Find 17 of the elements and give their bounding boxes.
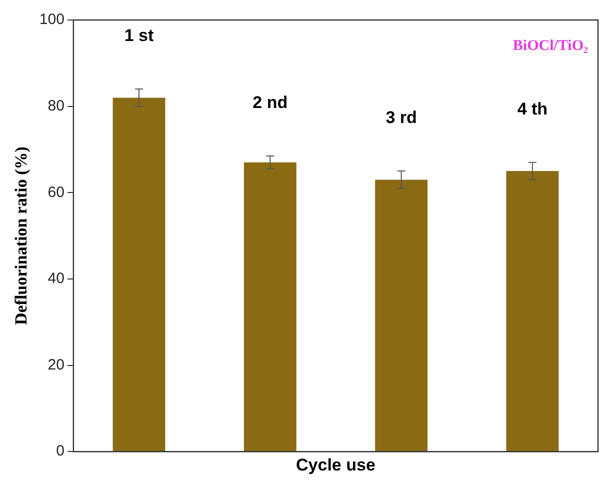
bar <box>244 162 296 452</box>
bar <box>375 180 428 452</box>
y-axis-title: Defluorination ratio (%) <box>12 146 31 326</box>
bar <box>506 171 559 452</box>
x-tick-label: 2 nd <box>252 93 288 112</box>
y-tick-label: 0 <box>56 442 64 460</box>
x-axis-title: Cycle use <box>296 455 376 474</box>
annotation: BiOCl/TiO₂ <box>512 38 588 55</box>
y-tick-label: 40 <box>48 270 64 288</box>
y-tick-label: 60 <box>48 184 64 201</box>
y-tick-label: 100 <box>39 11 64 28</box>
y-tick-label: 20 <box>48 356 64 374</box>
bar <box>112 98 166 452</box>
x-tick-label: 1 st <box>124 26 154 46</box>
y-tick-label: 80 <box>48 97 64 114</box>
x-tick-label: 3 rd <box>386 108 417 128</box>
x-tick-label: 4 th <box>517 100 548 119</box>
